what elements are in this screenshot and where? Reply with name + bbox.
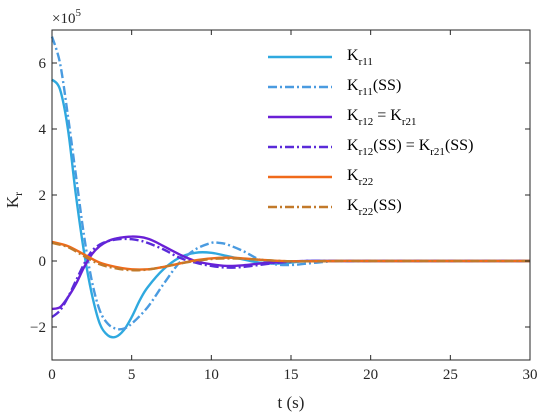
series-line-4 (51, 237, 530, 319)
y-tick-label: 0 (39, 254, 47, 270)
x-tick-label: 25 (443, 367, 458, 383)
x-axis-label: t (s) (278, 393, 305, 412)
x-tick-label: 10 (204, 367, 219, 383)
x-axis: 0 5 10 15 20 25 30 (48, 30, 538, 383)
legend-label: Kr22 (347, 167, 373, 188)
y-axis-multiplier: ×105 (52, 7, 81, 27)
series-line-5 (51, 240, 530, 271)
y-tick-label: 2 (39, 188, 47, 204)
x-tick-label: 0 (48, 367, 56, 383)
x-tick-label: 5 (128, 367, 136, 383)
x-tick-label: 15 (284, 367, 299, 383)
legend-entry-4: Kr12(SS) = Kr21(SS) (268, 137, 473, 158)
legend-label: Kr11(SS) (347, 77, 401, 98)
series-line-3 (51, 235, 530, 311)
legend-entry-1: Kr11 (268, 47, 373, 68)
legend-label: Kr22(SS) (347, 197, 402, 218)
legend-label: Kr11 (347, 47, 373, 68)
series-line-2 (50, 36, 530, 331)
legend-label: Kr12(SS) = Kr21(SS) (347, 137, 473, 158)
y-axis-label: Kr (3, 192, 25, 208)
plot-frame (51, 29, 531, 361)
legend-entry-6: Kr22(SS) (268, 197, 402, 218)
y-axis: −2 0 2 4 6 (30, 56, 530, 336)
legend-label: Kr12 = Kr21 (347, 107, 416, 128)
y-tick-label: −2 (30, 320, 46, 336)
y-tick-label: 6 (39, 56, 47, 72)
legend-entry-2: Kr11(SS) (268, 77, 401, 98)
x-tick-label: 30 (523, 367, 538, 383)
plot-lines (50, 36, 530, 339)
series-line-6 (51, 241, 530, 272)
x-tick-label: 20 (363, 367, 378, 383)
legend-entry-3: Kr12 = Kr21 (268, 107, 416, 128)
legend: Kr11 Kr11(SS) Kr12 = Kr21 Kr12(SS) = Kr21(S… (268, 47, 473, 218)
legend-entry-5: Kr22 (268, 167, 373, 188)
y-tick-label: 4 (39, 122, 47, 138)
